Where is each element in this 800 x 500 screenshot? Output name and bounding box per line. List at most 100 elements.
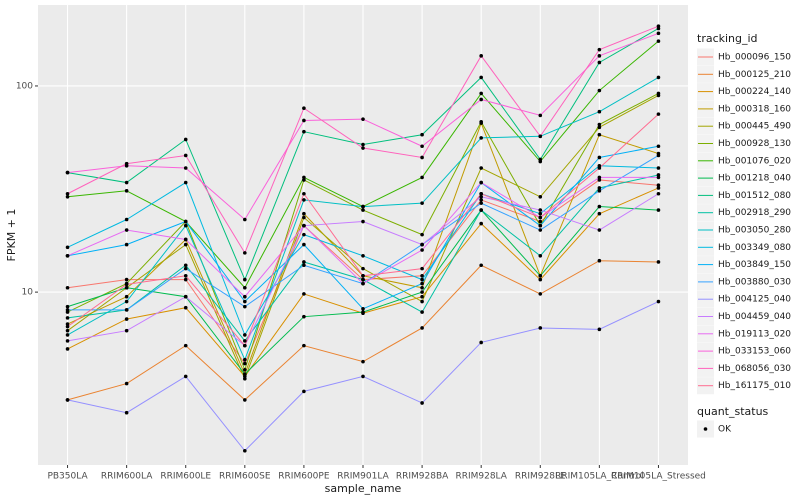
point xyxy=(361,219,365,224)
point xyxy=(538,219,543,224)
point xyxy=(183,374,188,379)
point xyxy=(124,277,129,282)
point xyxy=(656,208,661,212)
point xyxy=(243,372,247,376)
point xyxy=(420,242,424,247)
point xyxy=(479,91,483,96)
point xyxy=(243,376,247,381)
point xyxy=(183,277,188,282)
point xyxy=(538,254,543,258)
point xyxy=(420,285,424,290)
point xyxy=(538,292,543,296)
point xyxy=(479,221,483,226)
point xyxy=(183,242,188,247)
point xyxy=(597,109,602,114)
point xyxy=(302,129,306,134)
legend-label: Hb_002918_290 xyxy=(718,208,791,218)
point xyxy=(597,178,602,182)
point xyxy=(124,294,129,299)
point xyxy=(361,359,365,364)
point xyxy=(243,304,247,309)
point xyxy=(656,299,661,304)
point xyxy=(420,290,424,294)
point xyxy=(479,191,483,196)
point xyxy=(243,361,247,366)
point xyxy=(243,367,247,372)
point xyxy=(243,343,247,348)
x-tick-label: RRIM928BA xyxy=(396,472,449,482)
point xyxy=(538,326,543,330)
point xyxy=(479,136,483,140)
point xyxy=(65,339,70,343)
legend-label: Hb_161175_010 xyxy=(718,381,791,391)
point xyxy=(538,228,543,232)
point xyxy=(302,223,306,228)
point xyxy=(302,314,306,319)
point xyxy=(302,242,306,247)
point xyxy=(597,204,602,209)
point xyxy=(479,97,483,102)
point xyxy=(597,47,602,52)
point xyxy=(479,198,483,202)
x-tick-label: RRIM901LA xyxy=(337,472,389,482)
x-axis-title: sample_name xyxy=(325,482,402,495)
point xyxy=(183,219,188,224)
point xyxy=(656,144,661,149)
point xyxy=(65,245,70,250)
point xyxy=(243,357,247,362)
point xyxy=(243,333,247,337)
point xyxy=(243,299,247,304)
x-tick-label: RRIM600LA xyxy=(101,472,153,482)
shape-key xyxy=(703,427,708,431)
point xyxy=(302,106,306,111)
point xyxy=(479,75,483,80)
point xyxy=(538,277,543,282)
legend-title: tracking_id xyxy=(697,32,758,45)
point xyxy=(656,260,661,264)
point xyxy=(124,282,129,287)
point xyxy=(656,153,661,158)
point xyxy=(183,273,188,278)
point xyxy=(302,292,306,296)
point xyxy=(597,132,602,137)
point xyxy=(538,194,543,199)
point xyxy=(597,258,602,263)
point xyxy=(124,308,129,312)
point xyxy=(124,161,129,166)
shape-legend-label: OK xyxy=(718,425,732,435)
point xyxy=(597,211,602,216)
legend-label: Hb_003849_150 xyxy=(718,260,791,270)
legend-label: Hb_019113_020 xyxy=(718,329,791,339)
point xyxy=(124,381,129,386)
point xyxy=(302,343,306,348)
legend-label: Hb_000318_160 xyxy=(718,104,791,114)
point xyxy=(361,277,365,282)
point xyxy=(656,91,661,96)
shape-legend-title: quant_status xyxy=(697,405,769,418)
point xyxy=(597,189,602,193)
point xyxy=(361,208,365,212)
x-tick-label: RRIM105LA_Control xyxy=(555,472,644,482)
point xyxy=(183,305,188,310)
point xyxy=(538,211,543,216)
point xyxy=(420,248,424,252)
point xyxy=(361,306,365,311)
point xyxy=(183,266,188,271)
point xyxy=(361,142,365,147)
point xyxy=(479,166,483,170)
point xyxy=(656,183,661,188)
point xyxy=(656,112,661,116)
point xyxy=(420,232,424,237)
point xyxy=(538,113,543,118)
point xyxy=(361,146,365,150)
point xyxy=(597,54,602,58)
point xyxy=(597,327,602,332)
point xyxy=(183,263,188,268)
point xyxy=(361,310,365,314)
point xyxy=(420,310,424,314)
point xyxy=(124,285,129,290)
point xyxy=(597,155,602,160)
point xyxy=(65,170,70,175)
point xyxy=(479,201,483,205)
point xyxy=(124,410,129,415)
